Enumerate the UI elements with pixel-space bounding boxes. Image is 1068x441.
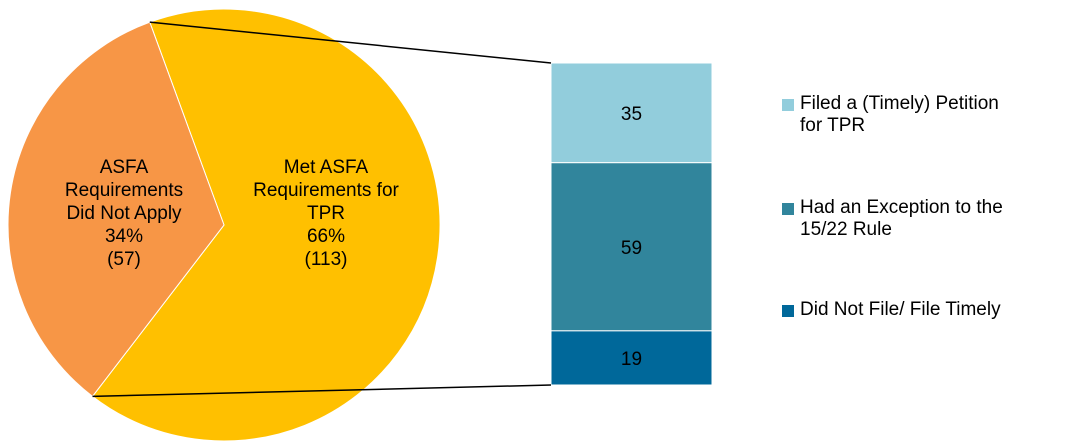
pie-slice-did-not-apply — [7, 21, 225, 398]
stacked-bar — [550, 62, 713, 386]
legend-item-exception: Had an Exception to the 15/22 Rule — [782, 197, 1003, 241]
bar-segment-exception — [550, 162, 713, 332]
connector-line-top — [149, 21, 552, 64]
legend-label: Did Not File/ File Timely — [800, 299, 1001, 320]
pie-label-did-not-apply: ASFA Requirements Did Not Apply 34% (57) — [65, 157, 183, 270]
connector-line-bottom — [92, 384, 552, 398]
legend-item-did-not-file: Did Not File/ File Timely — [782, 299, 1001, 321]
bar-value-label: 35 — [621, 104, 642, 125]
legend-label: Filed a (Timely) Petition for TPR — [800, 93, 999, 136]
bar-segment-did-not-file — [550, 330, 713, 386]
bar-value-label: 19 — [621, 349, 642, 370]
bar-value-label: 59 — [621, 238, 642, 259]
connector-lines — [92, 21, 552, 398]
legend-swatch — [782, 99, 794, 111]
pie — [7, 8, 441, 441]
data-labels: 35 59 19 Met ASFA Requirements for TPR 66% (113… — [65, 104, 642, 370]
legend-label: Had an Exception to the 15/22 Rule — [800, 197, 1003, 240]
legend-swatch — [782, 305, 794, 317]
bar-segment-filed — [550, 62, 713, 164]
legend-item-filed: Filed a (Timely) Petition for TPR — [782, 93, 999, 137]
legend-swatch — [782, 203, 794, 215]
pie-label-met-asfa: Met ASFA Requirements for TPR 66% (113) — [253, 157, 399, 270]
